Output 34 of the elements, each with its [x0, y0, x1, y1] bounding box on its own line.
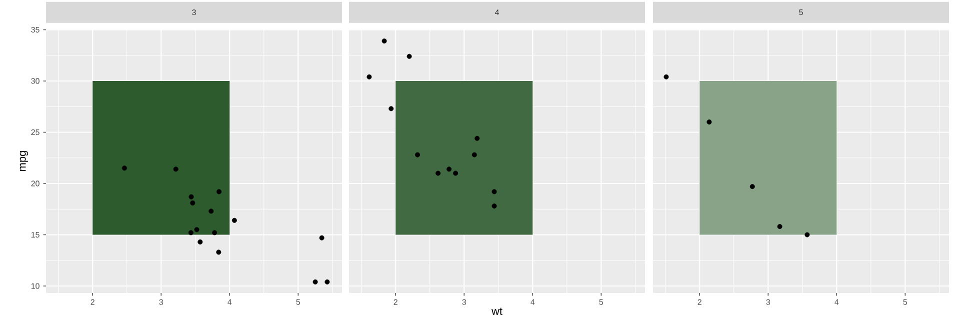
point — [415, 152, 420, 158]
point — [804, 232, 810, 238]
point — [453, 170, 458, 176]
point — [474, 136, 480, 141]
point — [198, 239, 203, 244]
point — [664, 74, 669, 80]
point — [388, 106, 394, 112]
point — [366, 74, 372, 80]
point — [188, 230, 194, 236]
y-axis-title: mpg — [20, 151, 28, 171]
point — [324, 279, 330, 284]
point — [208, 208, 214, 214]
point — [382, 38, 387, 44]
point — [232, 218, 237, 223]
point — [436, 170, 441, 176]
point — [216, 189, 222, 194]
point — [446, 166, 452, 172]
point — [750, 184, 755, 190]
point — [122, 166, 127, 171]
point — [472, 152, 477, 158]
point — [173, 166, 178, 172]
point — [492, 204, 497, 209]
point — [706, 119, 712, 124]
point — [777, 224, 782, 230]
x-axis-title: wt — [492, 308, 502, 315]
point — [194, 227, 200, 232]
point — [216, 250, 222, 255]
point — [406, 54, 412, 59]
point — [319, 235, 324, 240]
point — [312, 279, 318, 284]
point — [190, 200, 196, 206]
point — [492, 189, 497, 194]
point — [188, 194, 194, 200]
point — [212, 230, 218, 236]
